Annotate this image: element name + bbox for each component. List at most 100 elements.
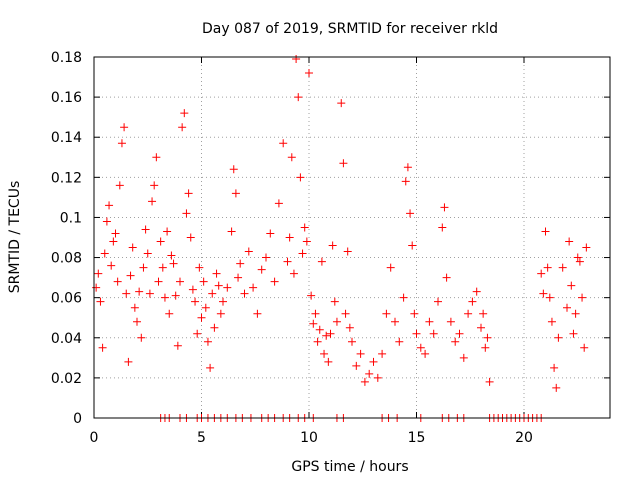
data-point xyxy=(160,293,169,302)
data-point xyxy=(120,123,129,132)
data-point xyxy=(545,293,554,302)
data-point xyxy=(446,317,455,326)
data-point xyxy=(201,303,210,312)
data-point xyxy=(100,249,109,258)
data-point xyxy=(563,303,571,312)
data-point xyxy=(408,241,417,250)
data-point xyxy=(135,287,144,296)
data-point xyxy=(401,177,410,186)
data-point xyxy=(206,363,215,372)
data-point xyxy=(324,357,333,366)
data-point xyxy=(399,293,408,302)
data-point xyxy=(274,199,283,208)
data-point xyxy=(150,181,159,190)
data-point xyxy=(406,209,415,218)
data-point xyxy=(573,253,582,262)
data-point xyxy=(158,263,167,272)
data-point xyxy=(122,289,131,298)
data-point xyxy=(326,329,335,338)
data-point xyxy=(133,317,141,326)
x-axis-label: GPS time / hours xyxy=(291,459,408,475)
data-point xyxy=(176,277,184,286)
data-point xyxy=(171,291,180,300)
data-point xyxy=(244,247,253,256)
data-point xyxy=(554,333,563,342)
data-point xyxy=(287,153,296,162)
data-point xyxy=(210,323,219,332)
data-point xyxy=(365,369,374,378)
data-point xyxy=(455,329,464,338)
data-point xyxy=(483,333,492,342)
data-point xyxy=(300,223,309,232)
y-tick-label: 0 xyxy=(73,411,82,427)
data-point xyxy=(208,289,217,298)
data-point xyxy=(369,357,378,366)
data-point xyxy=(156,237,165,246)
data-point xyxy=(552,383,561,392)
data-point xyxy=(320,349,329,358)
data-point xyxy=(240,289,249,298)
chart-title: Day 087 of 2019, SRMTID for receiver rkl… xyxy=(202,21,498,37)
data-point xyxy=(257,265,266,274)
data-point xyxy=(111,229,120,238)
data-point xyxy=(302,237,311,246)
data-point xyxy=(193,329,202,338)
x-tick-label: 0 xyxy=(90,430,99,446)
data-point xyxy=(216,309,225,318)
data-point xyxy=(197,313,206,322)
data-point xyxy=(373,373,382,382)
data-point xyxy=(352,361,361,370)
data-point xyxy=(410,309,419,318)
data-point xyxy=(343,247,352,256)
data-point xyxy=(328,241,337,250)
y-tick-label: 0.02 xyxy=(51,371,82,387)
data-point xyxy=(481,343,490,352)
data-point xyxy=(289,269,298,278)
data-point xyxy=(313,337,322,346)
data-point xyxy=(565,237,574,246)
data-point xyxy=(109,237,118,246)
data-point xyxy=(124,357,133,366)
data-point xyxy=(182,209,191,218)
data-point xyxy=(154,277,163,286)
data-point xyxy=(169,259,178,268)
data-point xyxy=(403,163,412,172)
data-point xyxy=(199,277,208,286)
data-point xyxy=(298,249,307,258)
data-point xyxy=(128,243,137,252)
data-point xyxy=(229,165,238,174)
data-point xyxy=(569,329,578,338)
data-point xyxy=(550,363,559,372)
data-point xyxy=(558,263,567,272)
axis-ticks xyxy=(93,56,610,419)
data-point xyxy=(173,341,182,350)
data-point xyxy=(234,273,243,282)
data-point xyxy=(195,263,204,272)
data-point xyxy=(386,263,395,272)
data-point xyxy=(184,189,193,198)
data-point xyxy=(292,55,301,64)
data-point xyxy=(102,217,111,226)
data-point xyxy=(578,293,587,302)
data-point xyxy=(305,69,313,78)
y-tick-label: 0.14 xyxy=(51,130,82,146)
data-point xyxy=(98,343,107,352)
data-point xyxy=(464,309,473,318)
data-point xyxy=(382,309,391,318)
data-point xyxy=(186,233,195,242)
data-point xyxy=(152,153,161,162)
y-tick-label: 0.18 xyxy=(51,50,82,66)
data-point xyxy=(279,139,288,148)
data-point xyxy=(341,309,350,318)
data-point xyxy=(141,225,150,234)
data-point xyxy=(459,353,468,362)
x-tick-label: 20 xyxy=(515,430,533,446)
data-point xyxy=(395,337,404,346)
data-point xyxy=(285,233,294,242)
data-point xyxy=(223,283,232,292)
data-point xyxy=(440,203,449,212)
data-point xyxy=(126,271,135,280)
data-point xyxy=(425,317,434,326)
